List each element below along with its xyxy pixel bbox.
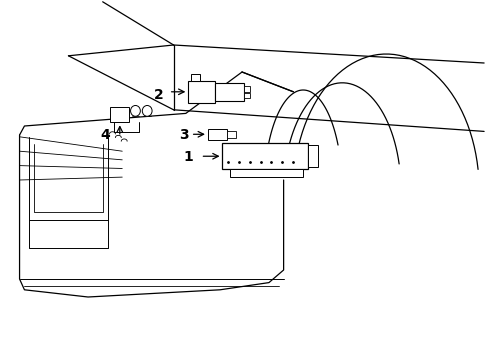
Bar <box>244 93 250 98</box>
Text: 1: 1 <box>183 150 193 163</box>
Bar <box>207 129 227 140</box>
Bar <box>188 81 215 103</box>
Text: 4: 4 <box>100 128 110 142</box>
Bar <box>110 107 128 122</box>
Bar <box>222 143 307 169</box>
Bar <box>190 74 200 81</box>
Bar <box>307 145 317 167</box>
Bar <box>244 86 250 92</box>
Ellipse shape <box>130 105 140 116</box>
Text: 3: 3 <box>178 128 188 142</box>
Bar <box>227 131 236 138</box>
Bar <box>215 83 244 101</box>
Bar <box>229 169 303 177</box>
Text: 2: 2 <box>154 89 163 102</box>
Ellipse shape <box>142 105 152 116</box>
